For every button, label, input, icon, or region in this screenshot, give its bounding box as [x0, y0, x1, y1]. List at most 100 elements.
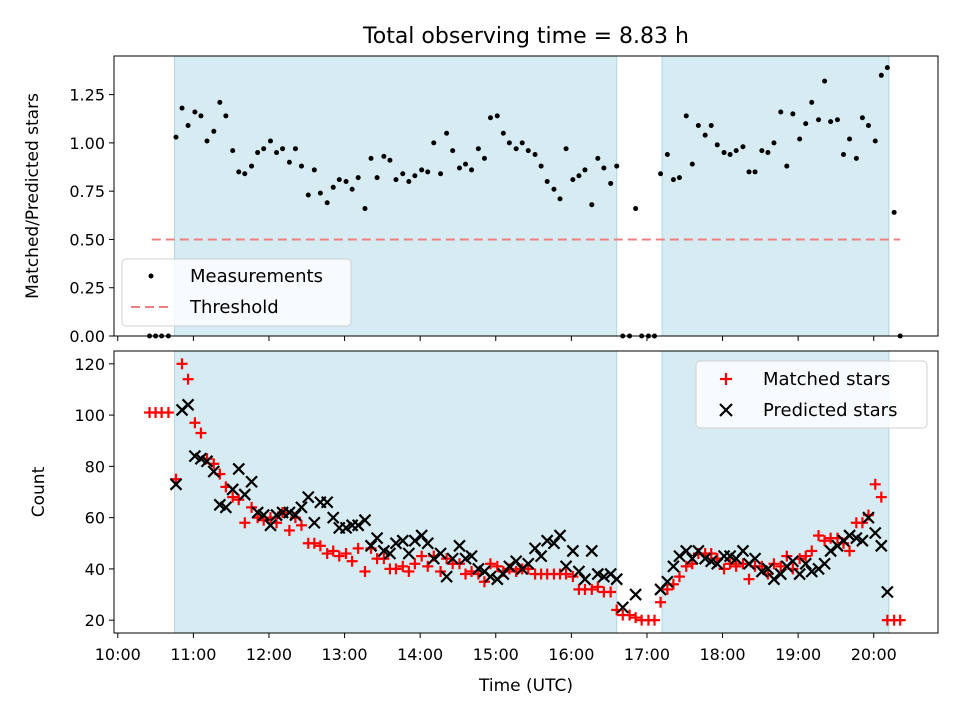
- measurement-point: [355, 175, 361, 181]
- predicted-star-point: [320, 495, 334, 509]
- matched-star-point: [718, 563, 730, 575]
- bottom-observing-shading: [173, 350, 890, 634]
- matched-star-point: [844, 545, 856, 557]
- top-y-axis-label: Matched/Predicted stars: [23, 93, 43, 299]
- matched-star-point: [586, 583, 598, 595]
- matched-star-point: [295, 519, 307, 531]
- bottom-legend-box: [695, 360, 928, 429]
- predicted-star-point: [824, 544, 837, 558]
- matched-star-point: [314, 540, 326, 552]
- matched-star-point: [724, 558, 736, 570]
- bottom-x-tick-label: 20:00: [851, 645, 897, 664]
- predicted-star-point: [389, 536, 403, 550]
- predicted-star-point: [484, 570, 497, 583]
- top-axis-ticks: 0.00 0.25 0.50 0.75 1.00 1.25: [69, 86, 875, 346]
- matched-star-point: [800, 550, 812, 562]
- measurement-point: [633, 206, 639, 212]
- measurement-point: [589, 202, 595, 208]
- measurement-point: [393, 177, 399, 183]
- matched-star-point: [435, 565, 447, 577]
- measurement-point: [230, 148, 236, 154]
- bottom-x-tick-label: 13:00: [322, 645, 368, 664]
- top-y-tick-label: 1.25: [69, 86, 105, 105]
- bottom-y-tick-label: 80: [85, 457, 105, 476]
- measurement-point: [374, 175, 380, 181]
- predicted-star-point: [748, 552, 762, 565]
- predicted-star-point: [521, 557, 535, 571]
- predicted-star-point: [308, 516, 321, 530]
- measurement-point: [557, 196, 563, 202]
- matched-star-point: [856, 517, 868, 529]
- bottom-x-tick-label: 11:00: [170, 645, 216, 664]
- predicted-star-point: [245, 475, 258, 489]
- measurement-point: [444, 130, 450, 136]
- measurement-point: [525, 148, 531, 154]
- bottom-y-tick-label: 100: [74, 406, 105, 425]
- matched-star-point: [441, 553, 453, 565]
- measurement-point: [664, 151, 670, 157]
- matched-star-point: [624, 609, 636, 621]
- measurement-point: [330, 184, 336, 190]
- matched-star-point: [162, 407, 174, 419]
- bottom-x-tick-label: 17:00: [624, 645, 670, 664]
- predicted-star-point: [868, 526, 882, 540]
- matched-star-point: [630, 612, 642, 624]
- matched-star-point: [352, 542, 364, 554]
- predicted-star-point: [181, 398, 195, 412]
- measurement-point: [475, 146, 481, 152]
- matched-star-point: [321, 548, 333, 560]
- predicted-star-point: [232, 462, 246, 476]
- predicted-star-point: [566, 544, 580, 558]
- predicted-star-point: [610, 572, 623, 586]
- measurement-point: [582, 167, 588, 173]
- measurement-point: [727, 151, 733, 157]
- measurement-point: [670, 177, 676, 183]
- measurement-point: [884, 65, 890, 71]
- legend-threshold-label: Threshold: [189, 297, 279, 318]
- bottom-x-tick-label: 10:00: [95, 645, 141, 664]
- predicted-star-point: [434, 547, 447, 560]
- predicted-star-point: [540, 534, 554, 547]
- predicted-star-point: [673, 549, 686, 563]
- matched-star-point: [283, 524, 295, 536]
- measurement-point: [519, 140, 525, 146]
- matched-star-point: [176, 358, 188, 370]
- predicted-star-point: [427, 552, 441, 565]
- bottom-y-tick-label: 20: [85, 611, 105, 630]
- matched-star-point: [894, 614, 906, 626]
- measurement-point: [500, 130, 506, 136]
- predicted-star-point: [219, 501, 233, 514]
- matched-star-point: [743, 573, 755, 585]
- measurement-point: [431, 140, 437, 146]
- bottom-panel: 20 40 60 80 100 120 10:00 11:00 12:00 13:00 14:00 1…: [29, 350, 939, 696]
- predicted-star-point: [629, 588, 642, 601]
- matched-star-point: [340, 548, 352, 560]
- measurement-point: [381, 153, 387, 159]
- predicted-star-point: [207, 465, 221, 478]
- measurement-point: [733, 148, 739, 154]
- matched-star-point: [422, 560, 434, 572]
- measurement-point: [746, 169, 752, 175]
- predicted-star-point: [453, 539, 466, 553]
- measurement-point: [456, 165, 462, 171]
- legend-predicted-label: Predicted stars: [763, 400, 897, 421]
- measurement-point: [765, 150, 771, 156]
- measurement-point: [406, 179, 412, 185]
- measurement-point: [204, 138, 210, 144]
- figure-title: Total observing time = 8.83 h: [362, 24, 689, 49]
- measurement-point: [658, 171, 664, 177]
- matched-star-point: [768, 558, 780, 570]
- predicted-stars-points: [169, 398, 894, 614]
- top-axes-frame: [113, 55, 939, 337]
- predicted-star-point: [257, 508, 270, 522]
- matched-star-point: [484, 558, 496, 570]
- measurement-point: [865, 123, 871, 129]
- predicted-star-point: [528, 542, 542, 555]
- measurement-point: [463, 161, 469, 167]
- measurement-point: [601, 165, 607, 171]
- measurement-point: [538, 163, 544, 169]
- matched-star-point: [239, 517, 251, 529]
- matched-star-point: [737, 558, 749, 570]
- predicted-star-point: [465, 549, 478, 563]
- top-y-tick-label: 1.00: [69, 134, 105, 153]
